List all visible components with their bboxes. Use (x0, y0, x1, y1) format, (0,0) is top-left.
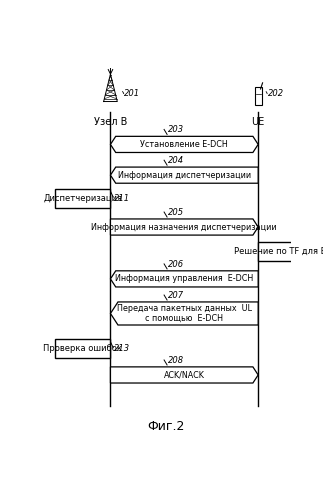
Polygon shape (110, 219, 258, 235)
Text: 206: 206 (168, 260, 184, 269)
Text: 211: 211 (114, 194, 130, 203)
FancyBboxPatch shape (255, 86, 262, 105)
Text: Установление E-DCH: Установление E-DCH (141, 140, 228, 149)
FancyBboxPatch shape (56, 339, 110, 358)
Text: 208: 208 (168, 356, 184, 365)
FancyBboxPatch shape (56, 189, 110, 208)
Text: Информация назначения диспетчеризации: Информация назначения диспетчеризации (91, 223, 277, 232)
FancyBboxPatch shape (258, 242, 323, 261)
Text: Информация управления  E-DCH: Информация управления E-DCH (115, 274, 254, 283)
Text: UE: UE (252, 117, 265, 127)
Text: Узел B: Узел B (94, 117, 127, 127)
Text: 207: 207 (168, 291, 184, 300)
Text: Информация диспетчеризации: Информация диспетчеризации (118, 171, 251, 180)
Text: Проверка ошибок: Проверка ошибок (43, 344, 122, 353)
Polygon shape (110, 302, 258, 325)
Text: Передача пакетных данных  UL
с помощью  E-DCH: Передача пакетных данных UL с помощью E-… (117, 304, 252, 323)
Text: 202: 202 (268, 89, 284, 98)
Text: 205: 205 (168, 208, 184, 217)
Polygon shape (110, 367, 258, 383)
Text: 213: 213 (114, 344, 130, 353)
Polygon shape (110, 271, 258, 287)
Text: Решение по TF для E-DCH: Решение по TF для E-DCH (234, 247, 323, 255)
Text: 204: 204 (168, 156, 184, 165)
Text: Фиг.2: Фиг.2 (147, 420, 184, 433)
Polygon shape (110, 167, 258, 183)
Text: Диспетчеризация: Диспетчеризация (43, 194, 122, 203)
Text: 201: 201 (124, 89, 141, 98)
Polygon shape (110, 136, 258, 153)
Text: ACK/NACK: ACK/NACK (164, 370, 205, 379)
Text: 203: 203 (168, 125, 184, 134)
